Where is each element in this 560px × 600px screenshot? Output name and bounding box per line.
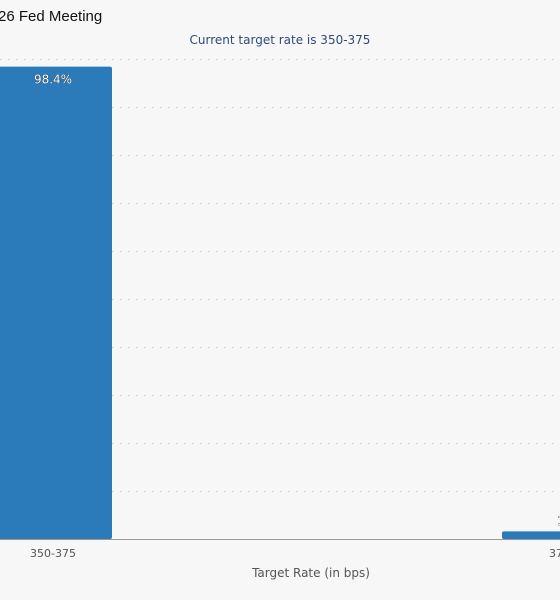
grid-lines: [0, 59, 560, 492]
bar-37: [502, 531, 560, 539]
x-axis-title: Target Rate (in bps): [251, 566, 370, 580]
x-tick-label: 350-375: [30, 547, 76, 560]
x-tick-labels: 350-375 37: [30, 547, 560, 560]
data-label: 98.4%: [34, 73, 72, 87]
data-label: 1: [557, 514, 560, 528]
bars: [0, 66, 560, 539]
chart-subtitle: Current target rate is 350-375: [189, 33, 371, 47]
data-labels: 98.4% 1: [34, 72, 560, 528]
chart-title: 26 Fed Meeting: [0, 8, 103, 25]
x-tick-label: 37: [549, 547, 560, 560]
bar-350-375: [0, 66, 112, 539]
